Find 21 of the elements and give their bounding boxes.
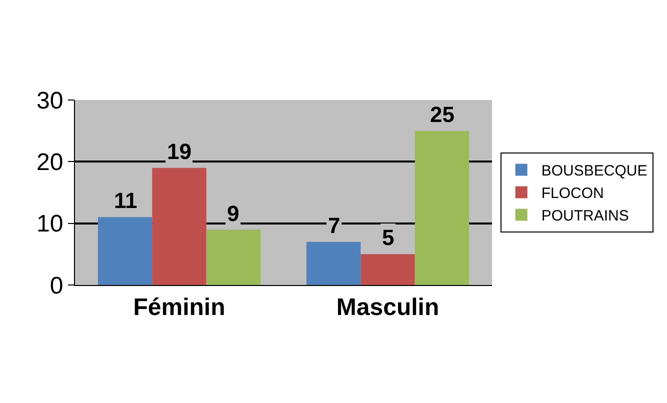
y-tick-label: 10 [36, 210, 64, 238]
bar [306, 242, 361, 285]
bar [206, 230, 261, 285]
y-tick-label: 0 [50, 272, 64, 300]
bar [98, 217, 152, 285]
data-label: 11 [114, 188, 138, 213]
y-tick-label: 20 [36, 149, 64, 176]
legend-label: BOUSBECQUE [541, 162, 648, 180]
data-label: 9 [227, 201, 240, 226]
y-tick-label: 30 [36, 87, 64, 114]
data-label: 5 [382, 225, 394, 250]
bar [152, 168, 206, 285]
data-label: 7 [328, 213, 340, 238]
legend-label: POUTRAINS [541, 208, 629, 225]
legend-label: FLOCON [541, 185, 604, 202]
bar [360, 254, 415, 285]
data-label: 25 [430, 102, 454, 127]
bar [414, 130, 470, 285]
x-tick-label: Féminin [133, 294, 226, 321]
x-tick-label: Masculin [336, 294, 440, 321]
data-label: 19 [167, 139, 192, 164]
